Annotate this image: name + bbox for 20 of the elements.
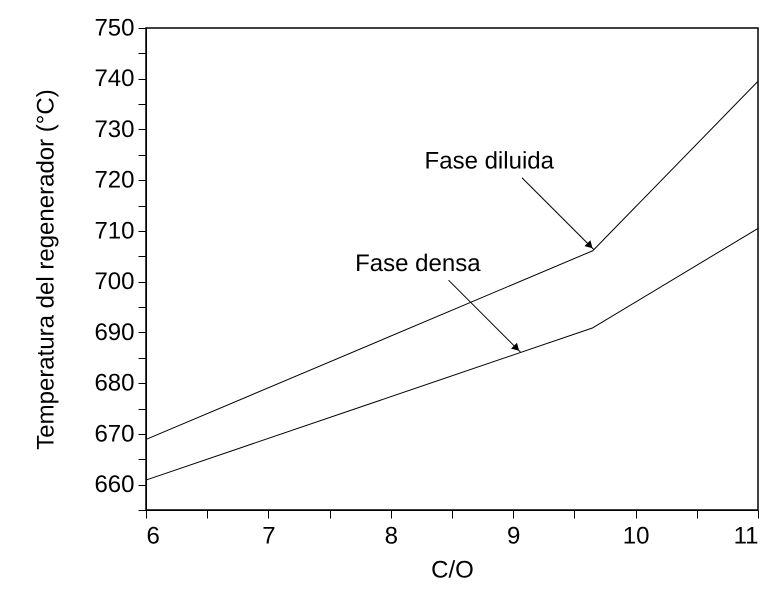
annotation: Fase diluida <box>424 148 555 175</box>
x-tick-label: 10 <box>622 522 650 550</box>
y-tick-label: 710 <box>94 217 134 244</box>
x-tick-label: 8 <box>384 522 398 550</box>
x-tick-label: 6 <box>146 522 160 550</box>
x-tick-label: 9 <box>507 522 520 550</box>
y-tick-label: 670 <box>94 420 134 448</box>
x-tick-label: 11 <box>734 522 758 550</box>
annotation: Fase densa <box>355 250 482 278</box>
y-tick-label: 690 <box>94 318 134 346</box>
y-tick-label: 700 <box>94 268 134 296</box>
y-tick-label: 730 <box>94 116 134 143</box>
y-tick-label: 740 <box>94 65 134 92</box>
x-tick-label: 7 <box>262 522 276 550</box>
y-tick-label: 660 <box>94 471 134 498</box>
y-tick-label: 680 <box>94 370 134 397</box>
y-tick-label: 750 <box>94 14 134 42</box>
y-tick-label: 720 <box>94 166 134 194</box>
x-axis-title: C/O <box>431 556 474 584</box>
y-axis-title: Temperatura del regenerador (°C) <box>32 89 60 450</box>
